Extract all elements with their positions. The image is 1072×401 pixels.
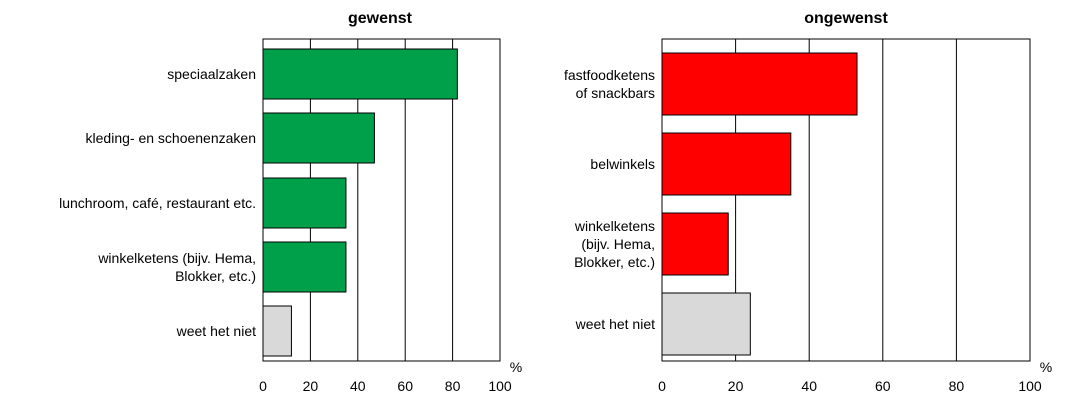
gewenst-category-label: winkelketens (bijv. Hema, Blokker, etc.)	[97, 250, 256, 284]
ongewenst-bar	[661, 292, 751, 356]
ongewenst-category-label-line: (bijv. Hema,	[581, 236, 655, 252]
ongewenst-bar	[661, 52, 858, 116]
gewenst-bar	[262, 241, 347, 293]
gewenst-category-label: kleding- en schoenenzaken	[86, 130, 256, 146]
gewenst-category-label-line: lunchroom, café, restaurant etc.	[59, 195, 256, 211]
gewenst-unit-label: %	[510, 359, 522, 375]
gewenst-tick-label: 80	[445, 378, 461, 394]
ongewenst-category-label-line: of snackbars	[576, 85, 655, 101]
ongewenst-bar	[661, 212, 729, 276]
ongewenst-tick-label: 40	[801, 378, 817, 394]
ongewenst-tick-label: 60	[875, 378, 891, 394]
gewenst-tick-label: 40	[350, 378, 366, 394]
gewenst-category-label-line: kleding- en schoenenzaken	[86, 130, 256, 146]
ongewenst-category-label-line: belwinkels	[590, 156, 655, 172]
ongewenst-tick-label: 80	[949, 378, 965, 394]
ongewenst-category-label: winkelketens (bijv. Hema, Blokker, etc.)	[574, 218, 655, 270]
gewenst-tick-label: 20	[303, 378, 319, 394]
gewenst-category-label: weet het niet	[176, 323, 256, 339]
ongewenst-plot-frame	[661, 38, 1031, 362]
ongewenst-category-label-line: weet het niet	[575, 316, 655, 332]
gewenst-bar	[262, 48, 458, 100]
ongewenst-title: ongewenst	[804, 10, 888, 27]
gewenst-category-label: speciaalzaken	[167, 66, 256, 82]
gewenst-category-label-line: Blokker, etc.)	[175, 268, 256, 284]
ongewenst-category-label-line: Blokker, etc.)	[574, 254, 655, 270]
gewenst-bar	[262, 112, 375, 164]
ongewenst-category-label-line: winkelketens	[574, 218, 655, 234]
gewenst-category-label: lunchroom, café, restaurant etc.	[59, 195, 256, 211]
gewenst-chart: gewenst speciaalzaken kleding- en schoenen…	[59, 10, 522, 394]
gewenst-title: gewenst	[348, 10, 413, 27]
ongewenst-tick-label: 20	[728, 378, 744, 394]
ongewenst-category-label: weet het niet	[575, 316, 655, 332]
ongewenst-category-label-line: fastfoodketens	[564, 67, 655, 83]
ongewenst-category-label: belwinkels	[590, 156, 655, 172]
gewenst-bar	[262, 305, 292, 357]
ongewenst-bar	[661, 132, 792, 196]
ongewenst-unit-label: %	[1040, 359, 1052, 375]
ongewenst-category-label: fastfoodketens of snackbars	[564, 67, 655, 101]
ongewenst-tick-label: 100	[1018, 378, 1042, 394]
ongewenst-chart: ongewenst fastfoodketens of snackbars belwi…	[564, 10, 1052, 394]
gewenst-tick-label: 60	[397, 378, 413, 394]
gewenst-tick-label: 100	[488, 378, 512, 394]
gewenst-category-label-line: weet het niet	[176, 323, 256, 339]
gewenst-tick-label: 0	[259, 378, 267, 394]
gewenst-category-label-line: winkelketens (bijv. Hema,	[97, 250, 256, 266]
gewenst-bar	[262, 177, 347, 229]
ongewenst-tick-label: 0	[658, 378, 666, 394]
gewenst-category-label-line: speciaalzaken	[167, 66, 256, 82]
